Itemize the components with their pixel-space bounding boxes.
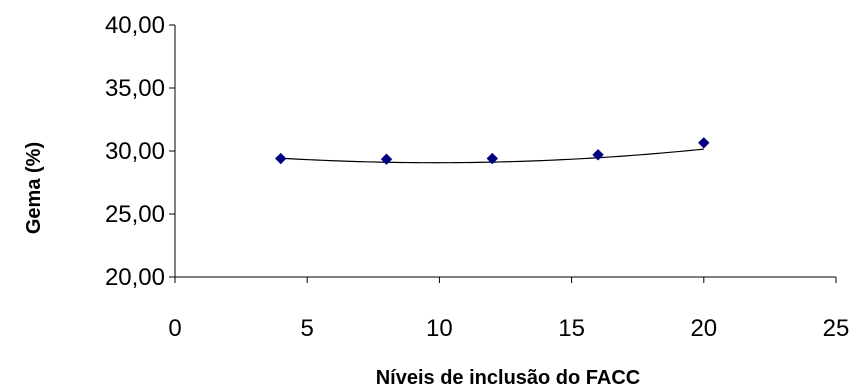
y-tick-label: 30,00 [105,138,165,165]
x-tick-label: 5 [301,315,314,342]
axes [174,25,836,278]
x-axis-title: Níveis de inclusão do FACC [376,367,641,389]
x-tick-label: 10 [426,315,453,342]
x-tick-label: 15 [558,315,585,342]
y-tick-label: 20,00 [105,264,165,291]
x-tick-label: 0 [168,315,181,342]
data-points [275,137,710,165]
y-tick-label: 35,00 [105,75,165,102]
x-tick-label: 20 [690,315,717,342]
x-ticks: 0 5 10 15 20 25 [168,277,849,342]
data-point [380,153,393,165]
y-axis-title: Gema (%) [23,142,45,234]
data-point [592,149,604,161]
x-tick-label: 25 [823,315,850,342]
y-tick-label: 40,00 [105,12,165,39]
data-point [486,152,498,165]
data-point [698,137,710,149]
data-point [275,152,287,165]
y-ticks: 20,00 25,00 30,00 35,00 40,00 [105,12,175,291]
y-tick-label: 25,00 [105,201,165,228]
